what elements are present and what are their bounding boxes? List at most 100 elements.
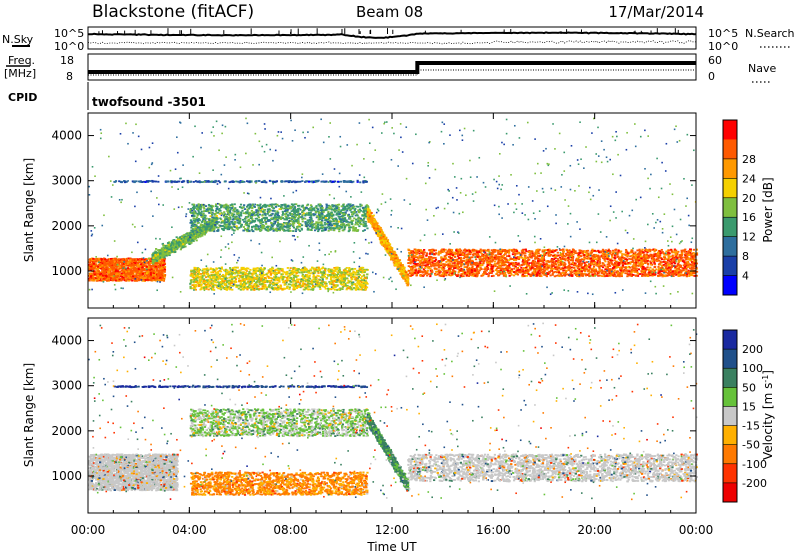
data-point: [210, 271, 212, 273]
data-point: [188, 239, 190, 241]
data-point: [198, 211, 200, 213]
data-point: [104, 277, 106, 279]
data-point: [191, 215, 193, 217]
data-point: [180, 244, 182, 246]
freq-tick-bottom: 8: [66, 70, 73, 83]
data-point: [120, 280, 122, 282]
data-point: [127, 267, 129, 269]
data-point: [234, 221, 236, 223]
data-point: [289, 223, 291, 225]
data-point: [172, 251, 174, 253]
data-point: [287, 205, 289, 207]
data-point: [243, 230, 245, 232]
data-point: [295, 230, 297, 232]
data-point: [308, 212, 310, 214]
data-point: [338, 230, 340, 232]
data-point: [213, 220, 215, 222]
data-point: [114, 260, 116, 262]
data-point: [318, 221, 320, 223]
data-point: [245, 224, 247, 226]
data-point: [236, 209, 238, 211]
nave-tick-bottom: 0: [708, 70, 715, 83]
data-point: [155, 266, 157, 268]
data-point: [130, 262, 132, 264]
data-point: [204, 221, 206, 223]
data-point: [162, 245, 164, 247]
data-point: [327, 211, 329, 213]
data-point: [291, 217, 293, 219]
data-point: [355, 206, 357, 208]
data-point: [276, 219, 278, 221]
data-point: [130, 265, 132, 267]
data-point: [157, 270, 159, 272]
data-point: [201, 216, 203, 218]
data-point: [327, 219, 329, 221]
data-point: [310, 204, 312, 206]
data-point: [159, 277, 161, 279]
data-point: [153, 252, 155, 254]
data-point: [345, 219, 347, 221]
data-point: [188, 241, 190, 243]
data-point: [292, 230, 294, 232]
data-point: [216, 215, 218, 217]
data-point: [253, 205, 255, 207]
data-point: [236, 213, 238, 215]
data-point: [302, 221, 304, 223]
data-point: [110, 276, 112, 278]
data-point: [319, 227, 321, 229]
data-point: [322, 217, 324, 219]
data-point: [165, 253, 167, 255]
data-point: [203, 208, 205, 210]
data-point: [289, 212, 291, 214]
data-point: [148, 274, 150, 276]
data-point: [239, 221, 241, 223]
data-point: [336, 207, 338, 209]
data-point: [216, 208, 218, 210]
data-point: [304, 221, 306, 223]
data-point: [356, 215, 358, 217]
data-point: [277, 222, 279, 224]
data-point: [364, 213, 366, 215]
data-point: [155, 248, 157, 250]
data-point: [215, 203, 217, 205]
data-point: [268, 208, 270, 210]
data-point: [261, 220, 263, 222]
data-point: [284, 206, 286, 208]
data-point: [202, 229, 204, 231]
data-point: [204, 217, 206, 219]
data-point: [181, 241, 183, 243]
data-point: [307, 214, 309, 216]
data-point: [325, 283, 327, 285]
data-point: [161, 270, 163, 272]
data-point: [225, 226, 227, 228]
data-point: [336, 226, 338, 228]
data-point: [108, 265, 110, 267]
data-point: [117, 270, 119, 272]
data-point: [349, 218, 351, 220]
data-point: [125, 279, 127, 281]
data-point: [288, 288, 290, 290]
data-point: [194, 221, 196, 223]
data-point: [135, 270, 137, 272]
data-point: [290, 208, 292, 210]
data-point: [357, 229, 359, 231]
data-point: [245, 272, 247, 274]
data-point: [236, 216, 238, 218]
data-point: [349, 209, 351, 211]
data-point: [110, 261, 112, 263]
data-point: [215, 267, 217, 269]
data-point: [244, 228, 246, 230]
data-point: [134, 264, 136, 266]
data-point: [118, 258, 120, 260]
data-point: [271, 217, 273, 219]
data-point: [247, 227, 249, 229]
data-point: [193, 215, 195, 217]
data-point: [295, 220, 297, 222]
data-point: [214, 213, 216, 215]
data-point: [225, 216, 227, 218]
data-point: [299, 213, 301, 215]
date-label: 17/Mar/2014: [608, 3, 704, 21]
data-point: [351, 223, 353, 225]
nsky-trace: [88, 32, 696, 38]
nsky-tick-bottom: 10^0: [54, 40, 84, 53]
